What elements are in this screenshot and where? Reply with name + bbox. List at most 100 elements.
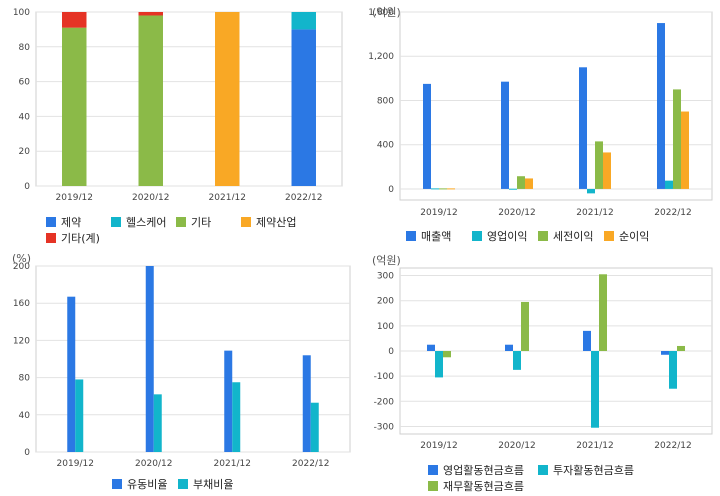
legend-swatch — [112, 479, 122, 489]
y-tick-label: 1,600 — [368, 8, 394, 18]
bar — [681, 111, 689, 189]
bar-segment — [62, 12, 87, 28]
legend-label: 재무활동현금흐름 — [443, 480, 524, 493]
legend-swatch — [178, 479, 188, 489]
bar — [521, 301, 529, 351]
bar — [669, 351, 677, 389]
legend-swatch — [111, 217, 121, 227]
bar-segment — [291, 12, 316, 30]
y-tick-label: 100 — [13, 8, 30, 18]
chart-panel-composition: 0 20 40 60 80 100 2019/12 2020/12 2021/12 2022/12… — [0, 0, 360, 248]
bar — [427, 344, 435, 351]
y-tick-label: 0 — [388, 185, 394, 195]
bar — [67, 296, 76, 452]
bar — [153, 394, 162, 452]
legend-swatch — [472, 231, 482, 241]
x-tick-label: 2022/12 — [285, 193, 322, 200]
legend-item[interactable]: 투자활동현금흐름 — [538, 462, 634, 478]
x-tick-label: 2022/12 — [292, 459, 329, 469]
x-tick-label: 2020/12 — [135, 459, 172, 469]
y-tick-label: 100 — [377, 322, 394, 332]
legend-swatch — [406, 231, 416, 241]
bar-segment — [291, 29, 316, 187]
legend-label: 기타 — [191, 216, 212, 229]
legend-item[interactable]: 기타 — [176, 214, 211, 230]
bar — [145, 266, 154, 452]
legend-swatch — [538, 231, 548, 241]
bar — [447, 188, 455, 190]
y-tick-label: -200 — [374, 397, 395, 407]
legend-label: 헬스케어 — [126, 216, 167, 229]
bar — [587, 188, 595, 194]
legend-swatch — [538, 465, 548, 475]
bar — [661, 351, 669, 355]
composition-legend: 제약 헬스케어 기타 제약산업 기타(계) — [0, 210, 360, 246]
bar — [431, 188, 439, 190]
bar — [501, 81, 509, 189]
legend-swatch — [46, 233, 56, 243]
legend-item[interactable]: 영업활동현금흐름 — [428, 462, 524, 478]
bar — [603, 152, 611, 189]
bar — [423, 83, 431, 189]
x-tick-label: 2021/12 — [576, 208, 613, 218]
legend-item[interactable]: 유동비율 — [112, 476, 167, 492]
bar — [579, 67, 587, 189]
cashflow-legend: 영업활동현금흐름 투자활동현금흐름 재무활동현금흐름 — [360, 460, 720, 496]
bar — [517, 176, 525, 189]
y-tick-label: 20 — [19, 147, 31, 157]
chart-panel-income: (억원) 0 400 800 1,200 1,600 2019/12 2020/12 2021… — [360, 0, 720, 248]
bar — [435, 351, 443, 378]
y-tick-label: 60 — [19, 78, 31, 88]
bar — [509, 188, 517, 190]
x-tick-label: 2019/12 — [57, 459, 94, 469]
legend-item[interactable]: 매출액 — [406, 228, 451, 244]
bar — [599, 274, 607, 351]
bar — [224, 350, 233, 452]
legend-item[interactable]: 기타(계) — [46, 230, 100, 246]
bar — [75, 379, 84, 452]
bar-segment — [138, 15, 163, 187]
legend-item[interactable]: 부채비율 — [178, 476, 233, 492]
legend-item[interactable]: 헬스케어 — [111, 214, 166, 230]
legend-item[interactable]: 순이익 — [604, 228, 649, 244]
y-tick-label: 400 — [377, 141, 394, 151]
bar — [232, 382, 241, 452]
plot-frame — [35, 11, 343, 187]
legend-label: 영업활동현금흐름 — [443, 464, 524, 477]
bar — [673, 89, 681, 189]
bar — [665, 180, 673, 189]
legend-label: 유동비율 — [127, 478, 168, 491]
legend-label: 기타(계) — [61, 232, 100, 245]
x-tick-label: 2019/12 — [420, 441, 457, 451]
y-tick-label: 160 — [13, 299, 30, 309]
bar — [505, 344, 513, 351]
legend-label: 제약 — [61, 216, 82, 229]
y-tick-label: 800 — [377, 96, 394, 106]
legend-swatch — [604, 231, 614, 241]
y-tick-label: -300 — [374, 422, 395, 432]
y-tick-label: 1,200 — [368, 52, 394, 62]
bar — [591, 351, 599, 428]
legend-swatch — [176, 217, 186, 227]
bar — [443, 351, 451, 358]
x-tick-label: 2022/12 — [654, 208, 691, 218]
legend-item[interactable]: 재무활동현금흐름 — [428, 478, 524, 494]
bar — [583, 330, 591, 351]
legend-label: 투자활동현금흐름 — [553, 464, 634, 477]
legend-item[interactable]: 영업이익 — [472, 228, 527, 244]
plot-frame — [399, 11, 713, 201]
y-tick-label: 300 — [377, 272, 394, 282]
bar — [302, 355, 311, 452]
legend-item[interactable]: 제약산업 — [241, 214, 296, 230]
income-chart: 0 400 800 1,200 1,600 2019/12 2020/12 2021/12 20… — [368, 8, 713, 218]
legend-item[interactable]: 세전이익 — [538, 228, 593, 244]
x-tick-label: 2021/12 — [576, 441, 613, 451]
x-tick-label: 2019/12 — [56, 193, 93, 200]
ratio-legend: 유동비율 부채비율 — [0, 474, 360, 494]
legend-item[interactable]: 제약 — [46, 214, 81, 230]
bar-segment — [138, 12, 163, 16]
x-tick-label: 2021/12 — [214, 459, 251, 469]
y-tick-label: 40 — [19, 112, 31, 122]
legend-swatch — [428, 465, 438, 475]
bar — [525, 178, 533, 189]
